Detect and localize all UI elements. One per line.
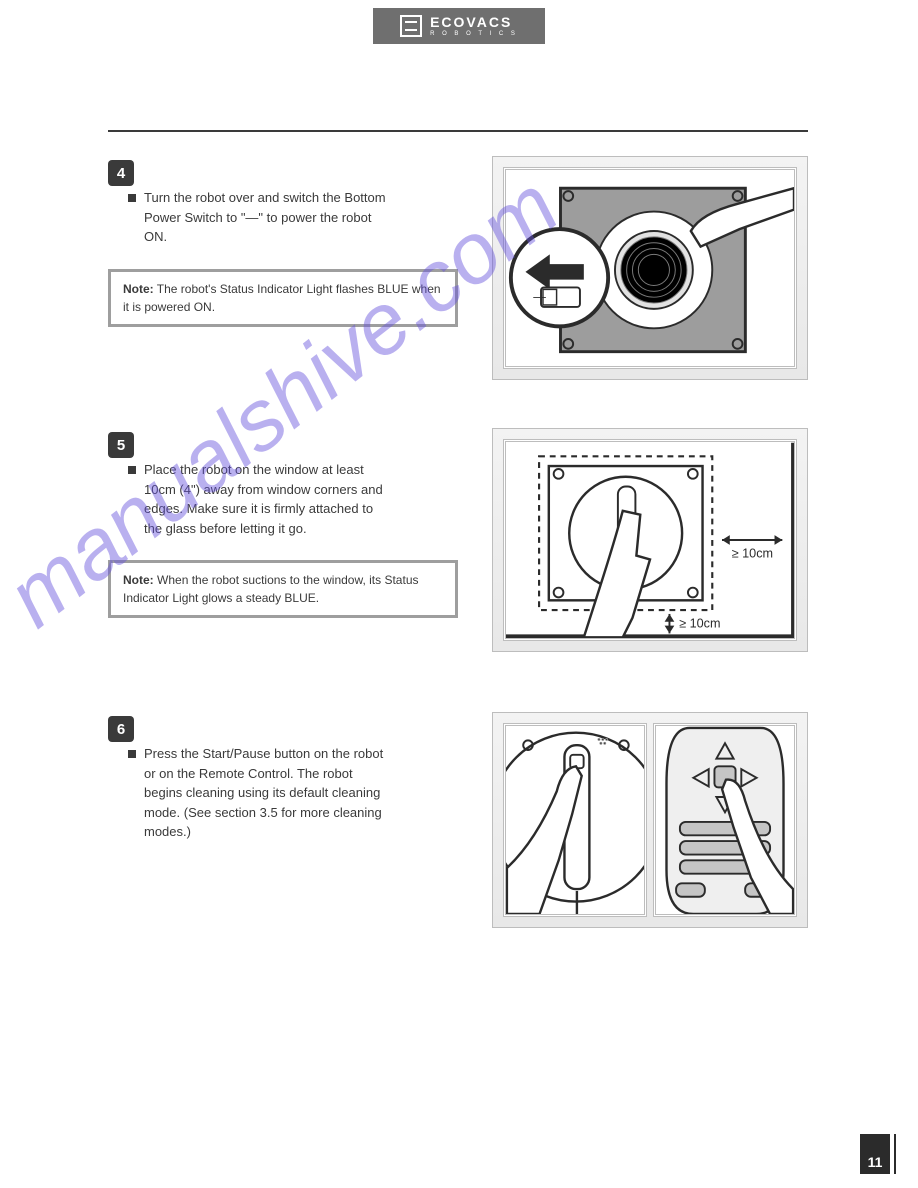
figure-start [492, 712, 808, 928]
note-body: The robot's Status Indicator Light flash… [123, 282, 441, 314]
section-title: 3 Product Use [108, 72, 336, 114]
bullet-icon [128, 466, 136, 474]
brand-mark-icon [400, 15, 422, 37]
svg-text:—: — [533, 290, 546, 304]
figure-power-switch: — [492, 156, 808, 380]
bullet-icon [128, 750, 136, 758]
svg-text:≥ 10cm: ≥ 10cm [679, 617, 720, 631]
svg-text:≥ 10cm: ≥ 10cm [732, 547, 773, 561]
step-text: Place the robot on the window at least 1… [144, 460, 458, 538]
power-switch-illustration-icon: — [506, 170, 794, 366]
placement-illustration-icon: ≥ 10cm ≥ 10cm [506, 442, 794, 638]
step-number-badge: 6 [108, 716, 134, 742]
step-number-badge: 5 [108, 432, 134, 458]
brand-subtitle: R O B O T I C S [430, 31, 518, 37]
figure-placement: ≥ 10cm ≥ 10cm [492, 428, 808, 652]
page-number: 11 [860, 1134, 890, 1174]
step-text: Press the Start/Pause button on the robo… [144, 744, 458, 842]
note-label: Note: [123, 573, 154, 587]
note-body: When the robot suctions to the window, i… [123, 573, 419, 605]
step-text: Turn the robot over and switch the Botto… [144, 188, 458, 247]
bullet-icon [128, 194, 136, 202]
step-number-badge: 4 [108, 160, 134, 186]
note-box: Note: When the robot suctions to the win… [108, 560, 458, 618]
note-label: Note: [123, 282, 154, 296]
section-rule [108, 130, 808, 132]
start-button-illustration-icon [506, 726, 644, 914]
page-rule-icon [894, 1134, 896, 1174]
brand-name: ECOVACS [430, 15, 518, 29]
brand-logo: ECOVACS R O B O T I C S [373, 8, 545, 44]
remote-control-illustration-icon [656, 726, 794, 914]
note-box: Note: The robot's Status Indicator Light… [108, 269, 458, 327]
